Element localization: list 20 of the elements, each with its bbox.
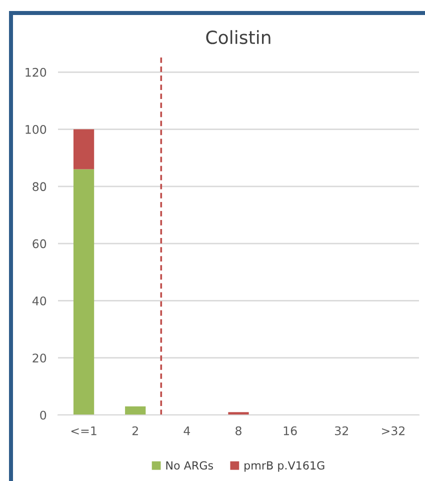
y-tick-label: 80	[32, 182, 46, 192]
y-tick-label: 40	[32, 296, 46, 306]
x-tick-label: 4	[184, 426, 190, 436]
y-tick-label: 20	[32, 354, 46, 363]
y-tick-label: 120	[26, 68, 46, 77]
y-tick-label: 100	[26, 125, 46, 134]
y-tick-label: 60	[32, 239, 46, 248]
chart-title: Colistin	[206, 30, 270, 44]
legend-label: pmrB p.V161G	[244, 461, 324, 472]
x-tick-label: 16	[284, 426, 297, 436]
bar	[73, 129, 94, 170]
bar	[73, 169, 94, 415]
x-tick-label: 8	[236, 426, 242, 436]
x-tick-label: >32	[382, 426, 404, 436]
x-tick-label: 2	[132, 426, 138, 436]
bar	[125, 406, 146, 415]
x-tick-label: 32	[335, 426, 348, 436]
legend-label: No ARGs	[166, 461, 214, 470]
y-tick-label: 0	[40, 410, 46, 420]
x-tick-label: <=1	[71, 426, 96, 436]
